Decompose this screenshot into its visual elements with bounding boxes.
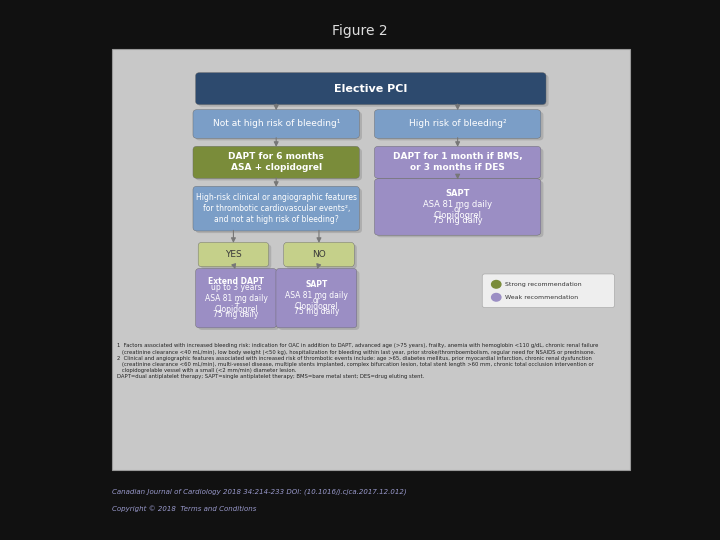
Text: 1  Factors associated with increased bleeding risk: indication for OAC in additi: 1 Factors associated with increased blee… — [117, 343, 598, 380]
FancyBboxPatch shape — [374, 179, 541, 235]
FancyBboxPatch shape — [287, 245, 357, 269]
Text: Clopidogrel: Clopidogrel — [215, 305, 258, 314]
FancyBboxPatch shape — [482, 274, 614, 308]
Text: NO: NO — [312, 250, 326, 259]
Text: Canadian Journal of Cardiology 2018 34:214-233 DOI: (10.1016/j.cjca.2017.12.012): Canadian Journal of Cardiology 2018 34:2… — [112, 489, 406, 495]
Text: +: + — [233, 299, 239, 308]
FancyBboxPatch shape — [196, 188, 362, 233]
FancyBboxPatch shape — [201, 245, 271, 269]
FancyBboxPatch shape — [374, 110, 541, 138]
FancyBboxPatch shape — [196, 112, 362, 140]
FancyBboxPatch shape — [377, 112, 544, 140]
Text: High risk of bleeding²: High risk of bleeding² — [409, 119, 506, 129]
Text: High-risk clinical or angiographic features
for thrombotic cardiovascular events: High-risk clinical or angiographic featu… — [196, 193, 356, 224]
Text: ASA 81 mg daily: ASA 81 mg daily — [204, 294, 267, 302]
FancyBboxPatch shape — [112, 49, 630, 470]
FancyBboxPatch shape — [198, 271, 279, 330]
FancyBboxPatch shape — [196, 268, 276, 328]
Text: Not at high risk of bleeding¹: Not at high risk of bleeding¹ — [212, 119, 340, 129]
FancyBboxPatch shape — [193, 146, 359, 178]
Text: Elective PCI: Elective PCI — [334, 84, 408, 93]
Text: Extend DAPT: Extend DAPT — [208, 277, 264, 286]
FancyBboxPatch shape — [374, 146, 541, 178]
Text: 75 mg daily: 75 mg daily — [213, 310, 258, 319]
Circle shape — [492, 293, 501, 301]
Text: ASA 81 mg daily: ASA 81 mg daily — [423, 200, 492, 209]
FancyBboxPatch shape — [276, 268, 357, 328]
Circle shape — [492, 280, 501, 288]
Text: Weak recommendation: Weak recommendation — [505, 295, 577, 300]
Text: DAPT for 1 month if BMS,
or 3 months if DES: DAPT for 1 month if BMS, or 3 months if … — [393, 152, 523, 172]
Text: SAPT: SAPT — [446, 189, 470, 198]
FancyBboxPatch shape — [279, 271, 359, 330]
FancyBboxPatch shape — [377, 148, 544, 180]
FancyBboxPatch shape — [193, 110, 359, 138]
Text: DAPT for 6 months
ASA + clopidogrel: DAPT for 6 months ASA + clopidogrel — [228, 152, 324, 172]
Text: 75 mg daily: 75 mg daily — [294, 307, 339, 316]
Text: ASA 81 mg daily: ASA 81 mg daily — [285, 291, 348, 300]
Text: Clopidogrel: Clopidogrel — [294, 302, 338, 311]
FancyBboxPatch shape — [198, 75, 549, 107]
Text: 75 mg daily: 75 mg daily — [433, 216, 482, 225]
Text: Strong recommendation: Strong recommendation — [505, 282, 581, 287]
Text: SAPT: SAPT — [305, 280, 328, 289]
FancyBboxPatch shape — [198, 242, 269, 267]
Text: Figure 2: Figure 2 — [332, 24, 388, 38]
Text: up to 3 years: up to 3 years — [211, 283, 261, 292]
Text: or: or — [454, 205, 462, 214]
Text: Clopidogrel: Clopidogrel — [433, 211, 482, 220]
Text: or: or — [312, 296, 320, 306]
FancyBboxPatch shape — [196, 72, 546, 105]
FancyBboxPatch shape — [377, 181, 544, 237]
FancyBboxPatch shape — [193, 186, 359, 231]
FancyBboxPatch shape — [284, 242, 354, 267]
FancyBboxPatch shape — [196, 148, 362, 180]
Text: YES: YES — [225, 250, 242, 259]
Text: Copyright © 2018  Terms and Conditions: Copyright © 2018 Terms and Conditions — [112, 505, 256, 511]
